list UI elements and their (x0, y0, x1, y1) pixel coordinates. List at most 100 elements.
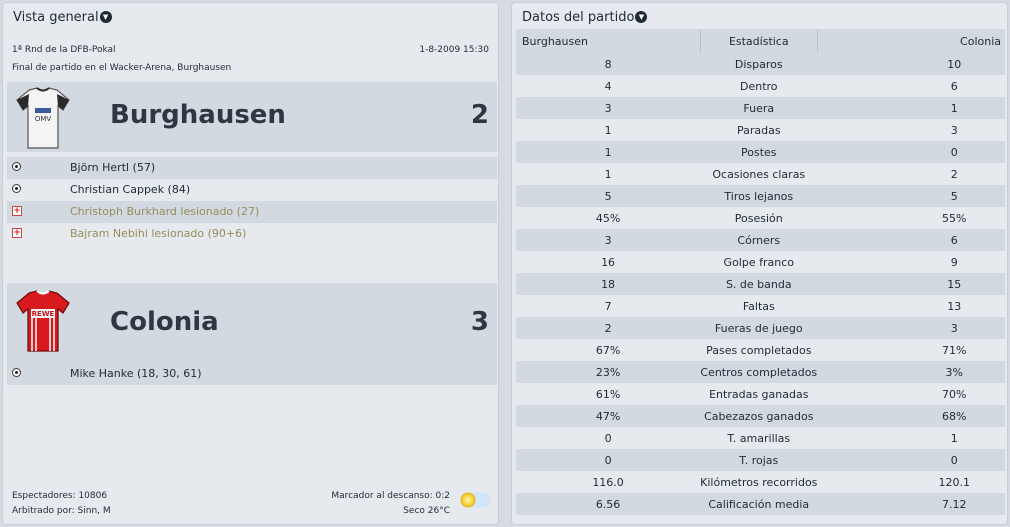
match-date: 1-8-2009 15:30 (419, 45, 489, 55)
home-value: 61% (595, 387, 621, 401)
event-text[interactable]: Christian Cappek (84) (70, 183, 191, 196)
overview-title: Vista general (13, 9, 99, 25)
away-value: 120.1 (938, 475, 970, 489)
referee[interactable]: Arbitrado por: Sinn, M (12, 506, 111, 516)
home-value: 0 (604, 431, 612, 445)
stat-label: Pases completados (706, 343, 812, 357)
home-event-row: Björn Hertl (57) (7, 157, 497, 179)
away-value: 15 (817, 273, 1005, 295)
away-value: 6 (817, 229, 1005, 251)
table-row: 67% Pases completados 71% (516, 339, 1005, 361)
stat-label: Fueras de juego (700, 317, 818, 339)
away-value: 71% (941, 343, 967, 357)
table-row: 61% Entradas ganadas 70% (516, 383, 1005, 405)
stat-label: Paradas (736, 123, 781, 137)
table-row: 16 Golpe franco 9 (516, 251, 1005, 273)
home-value: 18 (516, 273, 701, 295)
svg-text:OMV: OMV (35, 115, 52, 123)
away-value: 3 (817, 317, 1005, 339)
dropdown-arrow-icon[interactable]: ▼ (635, 11, 648, 23)
stat-label: Fuera (700, 97, 818, 119)
goal-icon (12, 162, 22, 172)
table-row: 47% Cabezazos ganados 68% (516, 405, 1005, 427)
table-row: 45% Posesión 55% (516, 207, 1005, 229)
event-text[interactable]: Mike Hanke (18, 30, 61) (70, 367, 202, 380)
away-value: 9 (950, 255, 958, 269)
home-event-row: + Christoph Burkhard lesionado (27) (7, 201, 497, 223)
stat-label: Ocasiones claras (712, 167, 806, 181)
home-team-block: OMV Burghausen 2 (7, 82, 497, 152)
home-value: 4 (604, 79, 612, 93)
overview-header[interactable]: Vista general ▼ (3, 3, 498, 31)
stat-label: Dentro (740, 79, 778, 93)
away-value: 5 (817, 185, 1005, 207)
home-value: 45% (595, 211, 621, 225)
away-kit-icon[interactable]: REWE (15, 289, 71, 355)
table-row: 116.0 Kilómetros recorridos 120.1 (516, 471, 1005, 493)
away-value: 3 (950, 123, 958, 137)
event-text[interactable]: Bajram Nebihi lesionado (90+6) (70, 227, 247, 240)
attendance: Espectadores: 10806 (12, 491, 108, 501)
column-header-away[interactable]: Colonia (817, 29, 1005, 53)
away-value: 7.12 (817, 493, 1005, 515)
table-row: 3 Córners 6 (516, 229, 1005, 251)
home-value: 7 (604, 299, 612, 313)
table-row: 2 Fueras de juego 3 (516, 317, 1005, 339)
away-team-block: REWE Colonia 3 Mike Hanke (18, 30, 61) (7, 283, 497, 385)
away-value: 1 (950, 431, 958, 445)
away-team-name[interactable]: Colonia (110, 307, 219, 337)
away-value: 70% (941, 387, 967, 401)
table-row: 3 Fuera 1 (516, 97, 1005, 119)
sun-icon (460, 492, 491, 508)
stat-label: Kilómetros recorridos (700, 475, 818, 489)
goal-icon (12, 184, 22, 194)
home-value: 3 (516, 229, 701, 251)
stat-label: Posesión (734, 211, 783, 225)
home-value: 116.0 (592, 475, 624, 489)
home-value: 5 (516, 185, 701, 207)
injury-icon: + (12, 206, 22, 216)
table-row: 18 S. de banda 15 (516, 273, 1005, 295)
home-event-row: + Bajram Nebihi lesionado (90+6) (7, 223, 497, 245)
stat-label: T. amarillas (727, 431, 791, 445)
stats-table: Burghausen Estadística Colonia 8 Disparos… (516, 29, 1005, 515)
home-value: 23% (516, 361, 701, 383)
away-value: 6 (950, 79, 958, 93)
away-event-row: Mike Hanke (18, 30, 61) (7, 363, 497, 385)
competition-label[interactable]: 1ª Rnd de la DFB-Pokal (12, 45, 116, 55)
stat-label: Disparos (700, 53, 818, 75)
column-header-home[interactable]: Burghausen (516, 29, 701, 53)
away-value: 13 (947, 299, 962, 313)
stat-label: Centros completados (700, 361, 818, 383)
home-value: 67% (595, 343, 621, 357)
table-row: 6.56 Calificación media 7.12 (516, 493, 1005, 515)
home-value: 3 (516, 97, 701, 119)
away-value: 1 (817, 97, 1005, 119)
stat-label: Entradas ganadas (709, 387, 809, 401)
away-team-score: 3 (470, 307, 489, 337)
event-text[interactable]: Christoph Burkhard lesionado (27) (70, 205, 260, 218)
match-stats-panel: Datos del partido ▼ Burghausen Estadísti… (511, 2, 1008, 525)
weather-text: Seco 26°C (403, 506, 450, 516)
injury-icon: + (12, 228, 22, 238)
overview-panel: Vista general ▼ 1ª Rnd de la DFB-Pokal 1… (2, 2, 499, 525)
table-row: 0 T. rojas 0 (516, 449, 1005, 471)
stat-label: Córners (700, 229, 818, 251)
dropdown-arrow-icon[interactable]: ▼ (99, 11, 112, 23)
home-kit-icon[interactable]: OMV (15, 86, 71, 152)
svg-text:REWE: REWE (32, 310, 55, 318)
home-team-name[interactable]: Burghausen (110, 100, 286, 130)
venue-label[interactable]: Final de partido en el Wacker-Arena, Bur… (12, 63, 232, 73)
stats-body: 8 Disparos 10 4 Dentro 6 3 Fuera 1 1 Paradas 3 1… (516, 53, 1005, 515)
table-row: 1 Postes 0 (516, 141, 1005, 163)
event-text[interactable]: Björn Hertl (57) (70, 161, 156, 174)
away-value: 68% (817, 405, 1005, 427)
home-value: 0 (516, 449, 701, 471)
column-header-stat[interactable]: Estadística (700, 29, 818, 53)
home-value: 1 (604, 167, 612, 181)
home-value: 2 (516, 317, 701, 339)
stats-title: Datos del partido (522, 9, 635, 25)
stat-label: S. de banda (700, 273, 818, 295)
table-row: 1 Ocasiones claras 2 (516, 163, 1005, 185)
stats-header[interactable]: Datos del partido ▼ (512, 3, 1007, 31)
